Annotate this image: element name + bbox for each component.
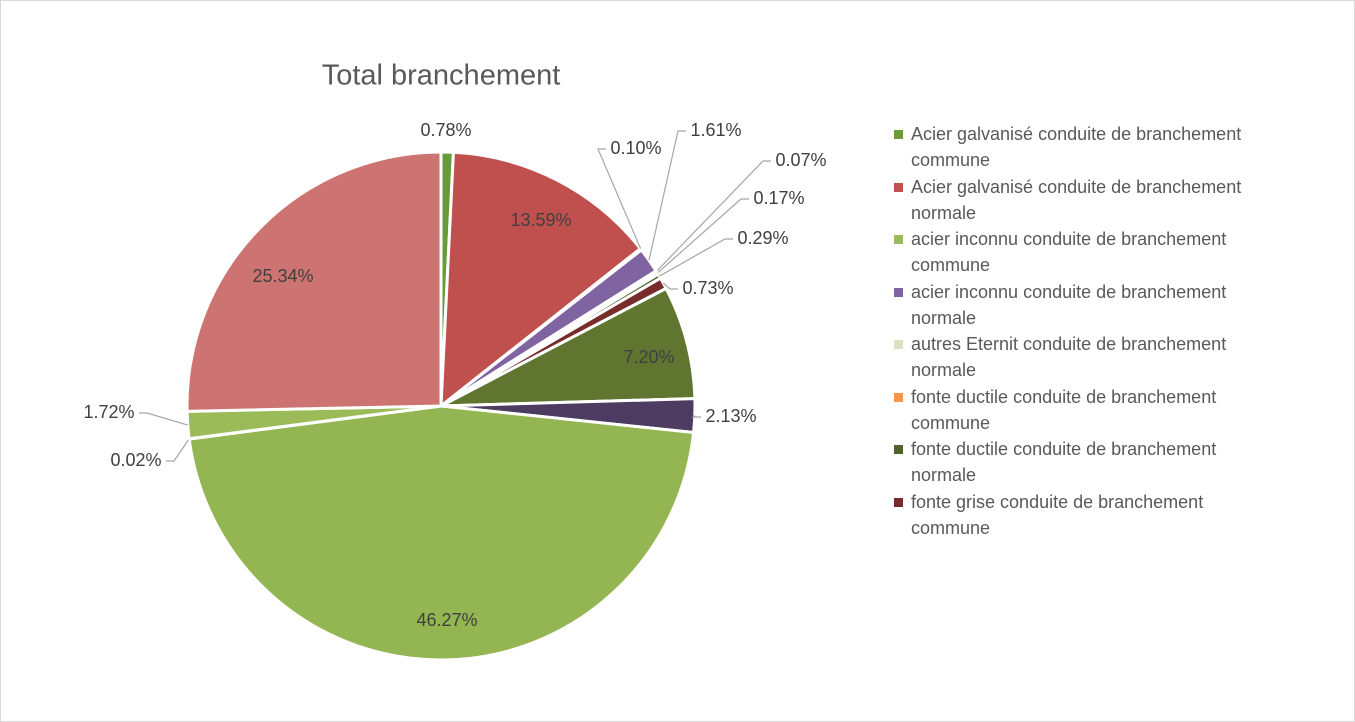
legend-label: acier inconnu conduite de branchement no… [911,281,1227,328]
leader-line [691,415,701,418]
legend-label: fonte grise conduite de branchement comm… [911,491,1204,538]
leader-line [597,148,642,250]
legend-swatch [894,340,903,349]
data-label: 0.73% [682,278,733,298]
legend-label: fonte ductile conduite de branchement co… [911,386,1217,433]
pie-slice [440,286,697,408]
data-label: 2.13% [705,406,756,426]
leader-line [139,412,188,426]
data-label: 7.20% [623,347,674,367]
legend-item: Acier galvanisé conduite de branchement … [891,121,1286,173]
chart-title: Total branchement [322,60,561,92]
data-label: 0.78% [420,120,471,140]
legend-label: fonte ductile conduite de branchement no… [911,439,1217,485]
legend: Acier galvanisé conduite de branchement … [891,121,1291,541]
legend-label: Acier galvanisé conduite de branchement … [911,176,1242,223]
legend-item: acier inconnu conduite de branchement no… [891,279,1286,331]
data-label: 0.07% [775,150,826,170]
data-label: 25.34% [252,266,313,286]
legend-item: fonte ductile conduite de branchement no… [891,436,1286,488]
leader-line [662,282,678,290]
data-label: 0.17% [753,188,804,208]
legend-swatch [894,235,903,244]
legend-label: autres Eternit conduite de branchement n… [911,334,1227,380]
legend-swatch [894,445,903,454]
leader-line [655,160,771,272]
data-label: 0.10% [610,138,661,158]
legend-item: fonte ductile conduite de branchement co… [891,384,1286,436]
data-label: 0.29% [737,228,788,248]
leader-line [166,438,190,462]
legend-item: fonte grise conduite de branchement comm… [891,489,1286,541]
legend-swatch [894,497,903,507]
legend-swatch [894,392,903,402]
pie-slice [439,150,643,410]
pie-slice [185,150,443,413]
legend-item: acier inconnu conduite de branchement co… [891,226,1286,278]
data-label: 13.59% [510,210,571,230]
legend-swatch [894,287,903,297]
legend-swatch [894,182,903,192]
data-label: 0.02% [110,450,161,470]
data-label: 1.72% [83,402,134,422]
legend-item: Acier galvanisé conduite de branchement … [891,174,1286,226]
legend-label: acier inconnu conduite de branchement co… [911,229,1227,275]
pie-slice [187,404,696,662]
data-label: 46.27% [416,610,477,630]
leader-line [648,130,686,261]
leader-line [657,198,749,274]
legend-item: autres Eternit conduite de branchement n… [891,331,1286,383]
leader-line [659,238,733,277]
legend-label: Acier galvanisé conduite de branchement … [911,124,1242,170]
data-label: 1.61% [690,120,741,140]
legend-swatch [894,130,903,139]
